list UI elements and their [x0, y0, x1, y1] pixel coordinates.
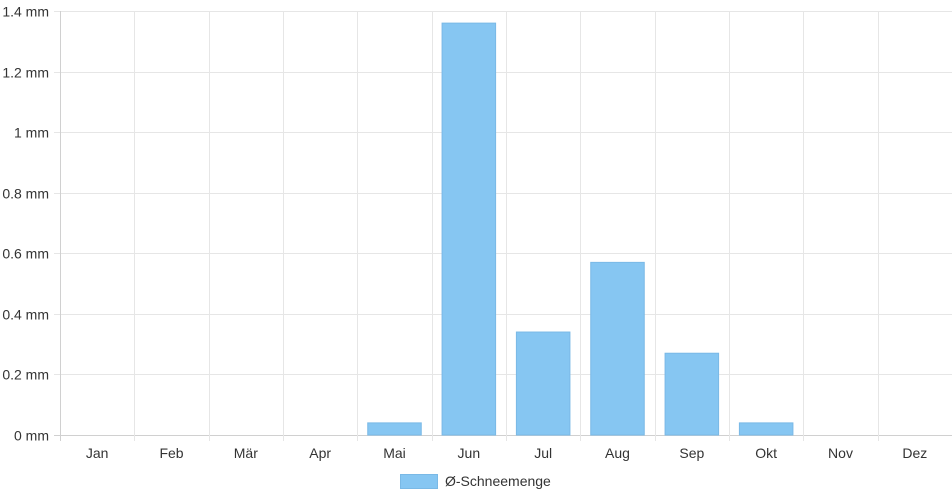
y-tick-label: 0.6 mm	[2, 246, 49, 262]
y-tick-label: 0.8 mm	[2, 186, 49, 202]
x-tick-label: Jun	[458, 445, 481, 461]
bar[interactable]	[664, 352, 720, 436]
bar[interactable]	[738, 422, 794, 436]
x-tick-label: Jan	[86, 445, 109, 461]
legend-label: Ø-Schneemenge	[445, 473, 551, 489]
legend[interactable]: Ø-Schneemenge	[400, 473, 551, 489]
y-tick-label: 1.4 mm	[2, 4, 49, 20]
x-tick-label: Dez	[902, 445, 927, 461]
bar[interactable]	[441, 22, 497, 436]
y-tick-label: 0.4 mm	[2, 307, 49, 323]
x-tick-label: Sep	[679, 445, 704, 461]
x-tick-label: Aug	[605, 445, 630, 461]
y-tick-label: 1 mm	[14, 125, 49, 141]
grid-lines	[54, 11, 952, 441]
y-tick-label: 0 mm	[14, 428, 49, 444]
x-tick-label: Mai	[383, 445, 406, 461]
x-tick-label: Feb	[159, 445, 183, 461]
y-tick-label: 0.2 mm	[2, 367, 49, 383]
x-tick-label: Nov	[828, 445, 853, 461]
bars	[367, 22, 794, 436]
bar[interactable]	[590, 261, 645, 436]
x-tick-label: Jul	[534, 445, 552, 461]
x-tick-label: Apr	[309, 445, 331, 461]
x-axis-tick-labels: Jan Feb Mär Apr Mai Jun Jul Aug Sep Okt Nov Dez	[86, 445, 927, 461]
bar[interactable]	[515, 331, 571, 436]
y-tick-label: 1.2 mm	[2, 65, 49, 81]
x-tick-label: Mär	[234, 445, 258, 461]
x-tick-label: Okt	[755, 445, 777, 461]
legend-swatch	[400, 473, 438, 489]
y-axis-tick-labels: 0 mm 0.2 mm 0.4 mm 0.6 mm 0.8 mm 1 mm 1.2 mm 1.…	[2, 4, 49, 444]
bar[interactable]	[367, 422, 422, 436]
